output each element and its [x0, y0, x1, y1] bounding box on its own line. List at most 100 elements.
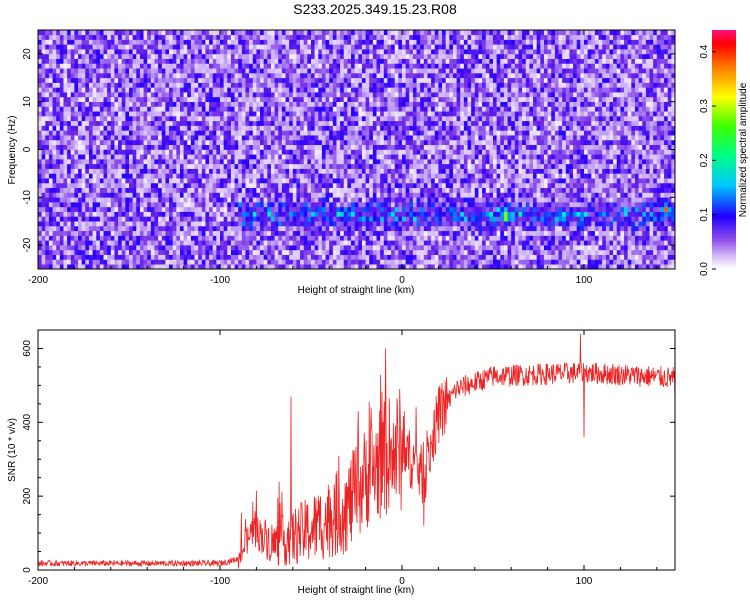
spectrogram-cell — [234, 154, 239, 160]
spectrogram-cell — [172, 58, 177, 64]
spectrogram-cell — [88, 235, 93, 241]
spectrogram-cell — [351, 154, 355, 160]
spectrogram-cell — [81, 53, 86, 59]
spectrogram-cell — [183, 254, 188, 260]
spectrogram-cell — [59, 187, 64, 193]
spectrogram-cell — [358, 168, 363, 174]
spectrogram-cell — [391, 259, 396, 265]
spectrogram-cell — [223, 63, 228, 69]
spectrogram-cell — [329, 63, 334, 69]
spectrogram-cell — [358, 101, 363, 107]
spectrogram-cell — [227, 168, 232, 174]
spectrogram-cell — [223, 206, 228, 212]
spectrogram-cell — [190, 240, 195, 246]
spectrogram-cell — [114, 159, 119, 165]
spectrogram-cell — [358, 230, 363, 236]
spectrogram-cell — [351, 173, 355, 179]
spectrogram-cell — [234, 106, 239, 112]
spectrogram-cell — [289, 135, 294, 141]
spectrogram-cell — [92, 30, 97, 36]
spectrogram-cell — [172, 235, 177, 241]
spectrogram-cell — [383, 159, 388, 165]
spectrogram-cell — [85, 73, 90, 79]
spectrogram-cell — [81, 73, 86, 79]
spectrogram-cell — [165, 249, 170, 255]
spectrogram-cell — [63, 130, 68, 136]
spectrogram-cell — [147, 106, 152, 112]
spectrogram-cell — [110, 230, 115, 236]
spectrogram-cell — [380, 63, 385, 69]
spectrogram-cell — [158, 230, 163, 236]
spectrogram-cell — [143, 30, 148, 36]
spectrogram-cell — [307, 230, 312, 236]
spectrogram-cell — [311, 202, 315, 208]
spectrogram-cell — [376, 30, 381, 36]
spectrogram-cell — [311, 168, 315, 174]
spectrogram-cell — [241, 264, 246, 269]
spectrogram-cell — [358, 116, 363, 122]
spectrogram-cell — [354, 116, 359, 122]
spectrogram-cell — [238, 130, 243, 136]
spectrogram-cell — [107, 44, 112, 50]
spectrogram-cell — [63, 106, 68, 112]
spectrogram-cell — [85, 135, 90, 141]
spectrogram-cell — [238, 259, 243, 265]
spectrogram-cell — [85, 96, 90, 102]
spectrogram-cell — [351, 120, 355, 126]
spectrogram-cell — [227, 154, 232, 160]
spectrogram-cell — [274, 87, 279, 93]
spectrogram-cell — [81, 58, 86, 64]
spectrogram-cell — [307, 96, 312, 102]
spectrogram-cell — [303, 178, 308, 184]
spectrogram-cell — [150, 159, 155, 165]
spectrogram-cell — [223, 259, 228, 265]
spectrogram-cell — [201, 245, 206, 251]
spectrogram-cell — [398, 58, 403, 64]
spectrogram-cell — [187, 77, 192, 83]
spectrogram-cell — [383, 111, 388, 117]
spectrogram-cell — [96, 197, 101, 203]
spectrogram-cell — [99, 182, 104, 189]
spectrogram-cell — [212, 34, 217, 40]
spectrogram-cell — [289, 168, 294, 174]
spectrogram-cell — [59, 49, 64, 55]
spectrogram-cell — [281, 221, 286, 227]
spectrogram-cell — [70, 144, 75, 150]
spectrogram-cell — [121, 197, 126, 203]
spectrogram-cell — [372, 187, 377, 193]
spectrogram-cell — [241, 49, 246, 55]
spectrogram-cell — [292, 187, 297, 193]
spectrogram-cell — [292, 49, 297, 55]
spectrogram-cell — [56, 125, 61, 131]
spectrogram-cell — [361, 225, 366, 232]
spectrogram-cell — [347, 254, 352, 260]
spectrogram-cell — [81, 82, 86, 88]
spectrogram-cell — [136, 159, 141, 165]
spectrogram-cell — [169, 235, 173, 241]
spectrogram-cell — [114, 135, 119, 141]
spectrogram-cell — [136, 125, 141, 131]
spectrogram-cell — [307, 235, 312, 241]
spectrogram-cell — [38, 240, 42, 246]
spectrogram-cell — [216, 101, 221, 107]
spectrogram-cell — [212, 44, 217, 50]
spectrogram-cell — [358, 39, 363, 45]
spectrogram-cell — [103, 116, 108, 122]
spectrogram-cell — [147, 63, 152, 69]
spectrogram-cell — [380, 202, 385, 208]
spectrogram-cell — [187, 154, 192, 160]
spectrogram-cell — [220, 211, 224, 217]
spectrogram-cell — [340, 178, 345, 184]
spectrogram-cell — [332, 111, 337, 117]
spectrogram-cell — [52, 58, 57, 64]
spectrogram-cell — [347, 249, 352, 255]
spectrogram-cell — [194, 120, 199, 126]
spectrogram-cell — [303, 168, 308, 174]
spectrogram-cell — [110, 135, 115, 141]
spectrogram-cell — [216, 206, 221, 212]
spectrogram-cell — [194, 63, 199, 69]
spectrogram-cell — [172, 49, 177, 55]
spectrogram-cell — [285, 192, 290, 198]
spectrogram-cell — [260, 106, 264, 112]
spectrogram-cell — [147, 139, 152, 146]
